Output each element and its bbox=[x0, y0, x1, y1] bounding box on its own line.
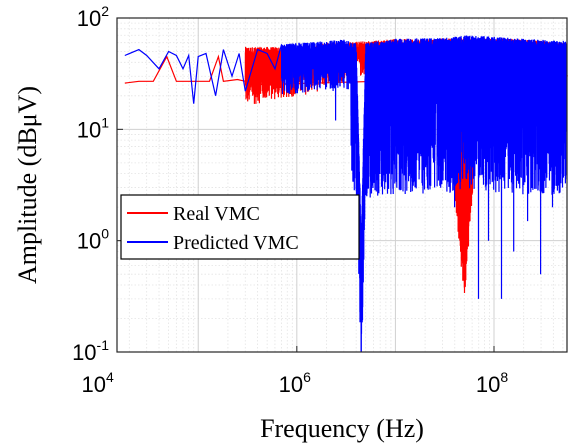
y-tick-label: 10-1 bbox=[72, 337, 109, 365]
x-tick-exponent: 6 bbox=[303, 369, 311, 385]
x-tick-base: 10 bbox=[81, 372, 105, 397]
legend: Real VMC Predicted VMC bbox=[120, 194, 360, 260]
axes-box bbox=[116, 17, 568, 353]
ticks bbox=[117, 17, 495, 353]
y-tick-base: 10 bbox=[72, 340, 96, 365]
y-tick-label: 100 bbox=[77, 226, 109, 254]
x-tick-label: 104 bbox=[81, 369, 113, 397]
legend-label-real-vmc: Real VMC bbox=[173, 203, 260, 225]
y-tick-label: 102 bbox=[77, 3, 109, 31]
y-axis-label: Amplitude (dBμV) bbox=[13, 86, 42, 284]
x-tick-base: 10 bbox=[279, 372, 303, 397]
series-layer bbox=[124, 35, 568, 353]
y-tick-label: 101 bbox=[77, 114, 109, 142]
x-axis-label: Frequency (Hz) bbox=[260, 414, 424, 443]
y-tick-base: 10 bbox=[77, 6, 101, 31]
y-tick-exponent: -1 bbox=[97, 337, 110, 353]
x-tick-exponent: 4 bbox=[106, 369, 114, 385]
y-tick-base: 10 bbox=[77, 229, 101, 254]
y-tick-exponent: 1 bbox=[101, 114, 109, 130]
x-tick-exponent: 8 bbox=[500, 369, 508, 385]
x-tick-label: 108 bbox=[476, 369, 508, 397]
series-line-predicted-vmc bbox=[124, 35, 568, 353]
y-tick-exponent: 0 bbox=[101, 226, 109, 242]
x-tick-label: 106 bbox=[279, 369, 311, 397]
legend-box bbox=[120, 194, 360, 260]
legend-label-predicted-vmc: Predicted VMC bbox=[173, 232, 299, 254]
y-tick-base: 10 bbox=[77, 117, 101, 142]
x-tick-base: 10 bbox=[476, 372, 500, 397]
y-tick-exponent: 2 bbox=[101, 3, 109, 19]
